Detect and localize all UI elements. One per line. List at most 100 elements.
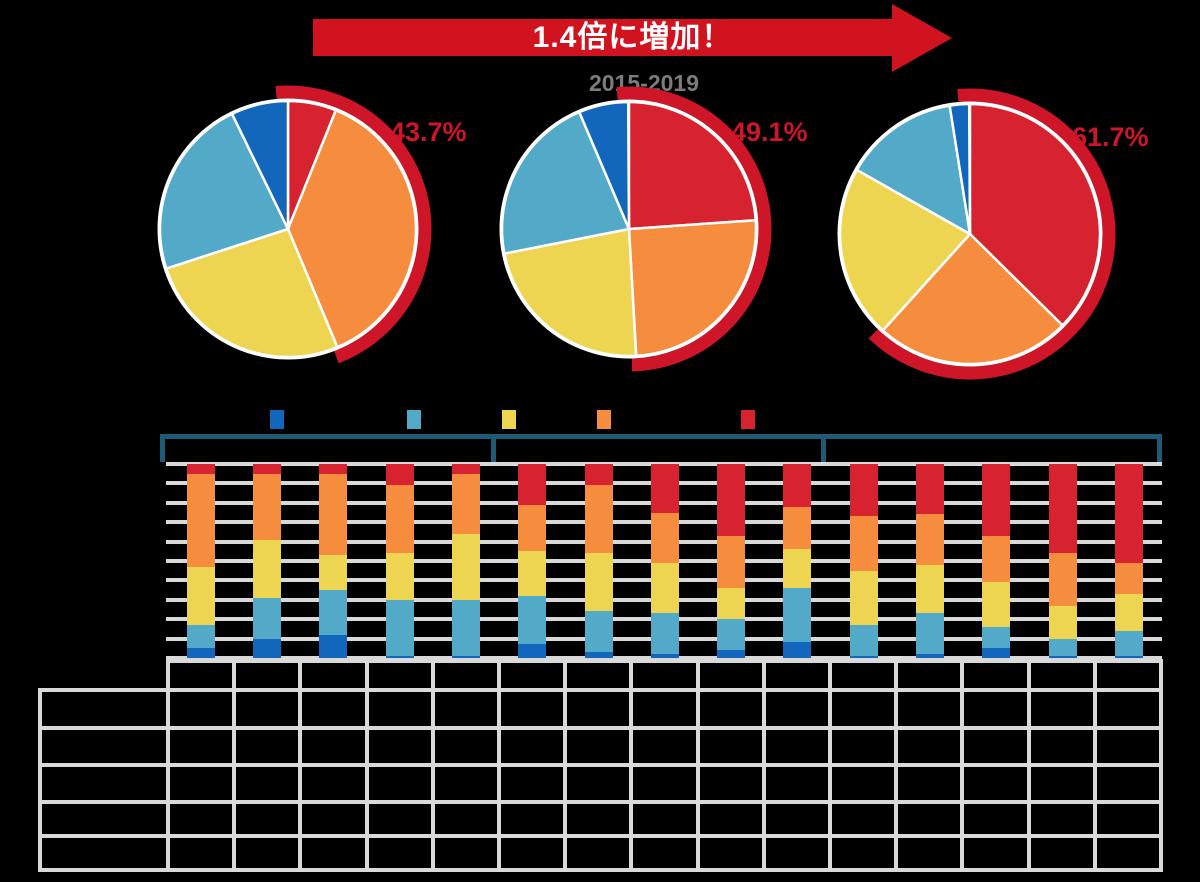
bar-1-seg-red — [186, 464, 215, 474]
table-col-border-4 — [364, 659, 369, 872]
bar-11-seg-orange — [849, 516, 878, 571]
bar-1-seg-yellow — [186, 566, 215, 626]
bar-15 — [1114, 464, 1143, 658]
pie-chart-3 — [837, 88, 1116, 380]
bar-10-seg-lightblue — [783, 588, 812, 643]
bar-2-seg-red — [253, 464, 281, 474]
bar-2-seg-orange — [253, 473, 281, 540]
table-col-border-16 — [1159, 659, 1163, 872]
bar-8-seg-darkblue — [650, 654, 679, 658]
bar-7-seg-darkblue — [584, 652, 613, 658]
table-col-border-7 — [563, 659, 568, 872]
bar-12-seg-red — [916, 464, 944, 515]
bar-9-seg-lightblue — [717, 619, 746, 651]
bar-6-seg-lightblue — [518, 595, 547, 645]
bar-6-seg-red — [518, 464, 547, 505]
table-col-border-10 — [761, 659, 766, 872]
bar-14-seg-yellow — [1048, 605, 1077, 639]
pie-3-outline — [837, 101, 1103, 367]
bar-12 — [916, 464, 944, 658]
bar-4-seg-orange — [385, 485, 414, 554]
bar-11 — [849, 464, 878, 658]
bar-8-seg-orange — [650, 512, 679, 563]
table-col-border-9 — [695, 659, 700, 872]
bar-8-seg-lightblue — [650, 613, 679, 655]
bar-6-seg-yellow — [518, 551, 547, 596]
bar-13-seg-yellow — [982, 582, 1011, 627]
bar-5-seg-darkblue — [451, 656, 480, 658]
bar-8-seg-yellow — [650, 562, 679, 614]
bar-12-seg-lightblue — [916, 613, 944, 655]
bar-12-seg-yellow — [916, 564, 944, 614]
bar-7-seg-orange — [584, 485, 613, 554]
bar-9-seg-yellow — [717, 588, 746, 620]
table-col-border-14 — [1026, 659, 1031, 872]
table-col-border-12 — [894, 659, 899, 872]
bar-15-seg-lightblue — [1114, 630, 1143, 657]
bar-11-seg-darkblue — [849, 656, 878, 658]
bar-3-seg-red — [319, 464, 348, 474]
bar-14-seg-red — [1048, 464, 1077, 554]
bar-15-seg-orange — [1114, 562, 1143, 594]
bar-2-seg-yellow — [253, 539, 281, 598]
legend-swatch-darkblue — [270, 410, 284, 429]
table-col-border-1 — [166, 659, 170, 872]
bar-5 — [451, 464, 480, 658]
bar-5-seg-orange — [451, 473, 480, 534]
bar-3-seg-yellow — [319, 555, 348, 591]
pie-chart-2 — [499, 86, 772, 372]
pie-2-callout: 49.1% — [731, 117, 808, 147]
legend-swatch-red — [741, 410, 755, 429]
bar-12-seg-darkblue — [916, 654, 944, 658]
arrow-head-icon — [892, 4, 952, 72]
table-col-border-5 — [430, 659, 435, 872]
group-bracket-line — [160, 434, 1162, 439]
bar-10-seg-darkblue — [783, 642, 812, 658]
arrow-banner-text: 1.4倍に増加！ — [532, 21, 733, 54]
bar-1-seg-lightblue — [186, 625, 215, 649]
pie-1-outline — [157, 98, 419, 360]
bar-6 — [518, 464, 547, 658]
bar-9-seg-red — [717, 464, 746, 536]
bar-13-seg-lightblue — [982, 626, 1011, 649]
bar-4-seg-yellow — [385, 553, 414, 600]
bar-11-seg-yellow — [849, 570, 878, 626]
bar-13 — [982, 464, 1011, 658]
bar-4-seg-red — [385, 464, 414, 486]
table-row-border-5 — [38, 834, 1163, 838]
increase-arrow-banner — [313, 19, 892, 56]
bar-5-seg-lightblue — [451, 599, 480, 657]
bar-6-seg-orange — [518, 504, 547, 552]
bar-1-seg-darkblue — [186, 648, 215, 658]
table-col-border-13 — [960, 659, 965, 872]
table-row-border-4 — [38, 800, 1163, 804]
bar-14-seg-darkblue — [1048, 656, 1077, 658]
pie-chart-1 — [157, 85, 432, 364]
bar-10-seg-yellow — [783, 549, 812, 589]
bar-8-seg-red — [650, 464, 679, 513]
pie-2-slice-orange — [627, 218, 758, 358]
bar-4 — [385, 464, 414, 658]
group-bracket-tick-2 — [491, 434, 496, 462]
table-col-border-11 — [828, 659, 832, 872]
bar-3 — [319, 464, 348, 658]
bar-11-seg-red — [849, 464, 878, 517]
table-col-border-2 — [232, 659, 237, 872]
stacked-bar-chart — [166, 462, 1162, 660]
table-label-col-left-border — [38, 688, 42, 872]
table-header-top-border — [166, 659, 1163, 663]
bar-2-seg-lightblue — [253, 597, 281, 639]
bar-15-seg-red — [1114, 464, 1143, 563]
legend-swatch-yellow — [502, 410, 516, 429]
group-bracket-tick-4 — [1157, 434, 1162, 462]
bar-7 — [584, 464, 613, 658]
pie-3-callout: 61.7% — [1072, 122, 1149, 152]
table-row-border-2 — [38, 726, 1163, 730]
chart-gridline-10 — [166, 656, 1162, 660]
bar-7-seg-lightblue — [584, 611, 613, 653]
pie-2-outline — [499, 99, 759, 359]
table-row-border-1 — [38, 688, 1163, 692]
bar-15-seg-darkblue — [1114, 656, 1143, 658]
bar-7-seg-red — [584, 464, 613, 486]
